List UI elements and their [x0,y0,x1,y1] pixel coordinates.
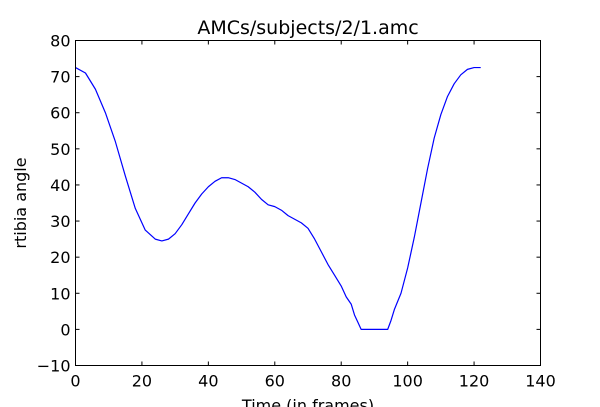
chart-title: AMCs/subjects/2/1.amc [197,17,418,39]
y-tick-label: 20 [50,248,70,267]
series-line [75,66,481,330]
y-tick-label: 60 [50,104,70,123]
x-tick-label: 100 [392,372,423,391]
x-tick-label: 40 [198,372,218,391]
x-axis-label: Time (in frames) [241,396,374,407]
y-tick-label: 0 [60,320,70,339]
y-tick-label: 10 [50,284,70,303]
y-tick-label: 80 [50,32,70,51]
y-tick-label: 40 [50,176,70,195]
y-tick-label: 70 [50,68,70,87]
x-tick-label: 140 [525,372,556,391]
series-group [75,66,481,330]
y-axis-label: rtibia angle [11,157,30,248]
y-tick-label: 30 [50,212,70,231]
x-tick-label: 120 [459,372,490,391]
y-tick-label: 50 [50,140,70,159]
x-tick-label: 0 [70,372,80,391]
x-tick-label: 60 [265,372,285,391]
x-tick-label: 80 [331,372,351,391]
y-tick-label: −10 [37,357,71,376]
x-tick-label: 20 [132,372,152,391]
plot-frame [75,40,541,366]
